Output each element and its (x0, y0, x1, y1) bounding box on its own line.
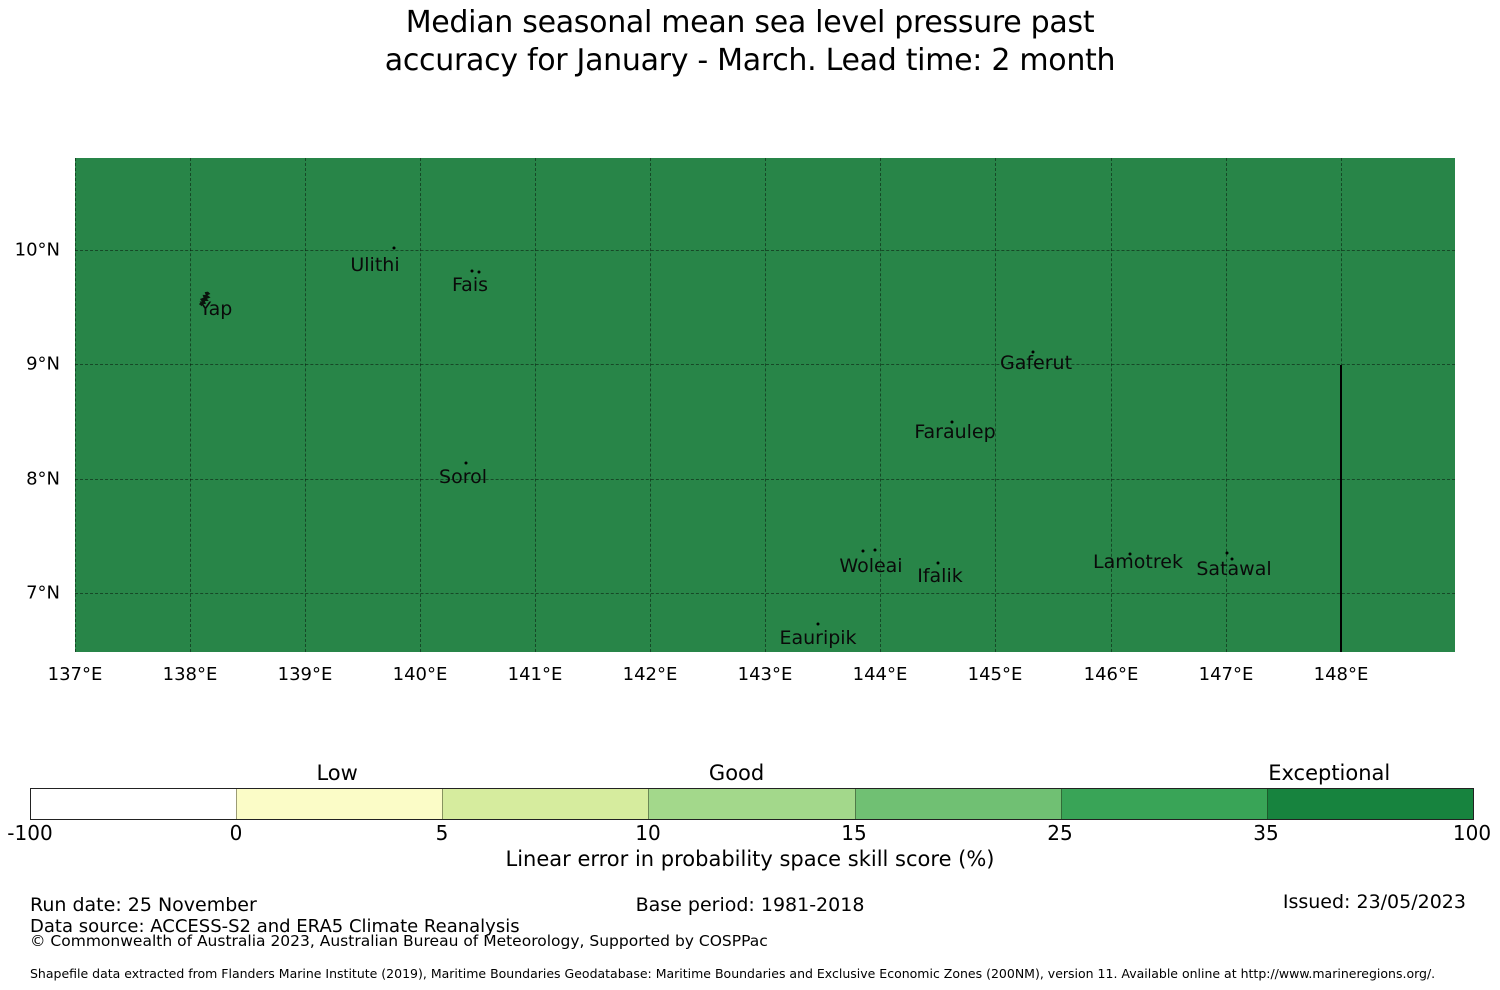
map-plot: Yap Ulithi Fais Sorol Gaferut Faraulep Woleai I… (75, 158, 1455, 652)
copyright-text: © Commonwealth of Australia 2023, Austra… (30, 932, 768, 950)
island-marker-dot (464, 461, 468, 465)
colorbar-segment (442, 789, 649, 819)
chart-title-line1: Median seasonal mean sea level pressure … (405, 5, 1095, 40)
island-marker-dot (1031, 350, 1035, 354)
island-marker-dot (936, 561, 940, 565)
x-axis-tick-label: 138°E (162, 664, 218, 685)
island-marker-dot (477, 270, 481, 274)
gridline-vertical (1226, 158, 1227, 652)
base-period-text: Base period: 1981-2018 (635, 894, 865, 916)
data-source-text: Data source: ACCESS-S2 and ERA5 Climate … (30, 916, 520, 937)
chart-title-line2: accuracy for January - March. Lead time:… (384, 43, 1116, 78)
gridline-vertical (190, 158, 191, 652)
colorbar-tick-label: 25 (1047, 821, 1073, 845)
colorbar-tick-label: 35 (1253, 821, 1279, 845)
y-axis-tick-label: 8°N (26, 468, 60, 490)
colorbar-tick-label: 100 (1452, 821, 1492, 845)
gridline-vertical (535, 158, 536, 652)
run-date-text: Run date: 25 November (30, 894, 257, 916)
island-marker-dot (950, 420, 954, 424)
island-marker-dot (392, 246, 396, 250)
gridline-horizontal (75, 479, 1455, 480)
island-marker-dot (861, 549, 865, 553)
island-label-lamotrek: Lamotrek (1093, 551, 1183, 573)
island-label-woleai: Woleai (839, 555, 903, 577)
x-axis-tick-label: 139°E (277, 664, 333, 685)
x-axis-tick-label: 146°E (1083, 664, 1139, 685)
island-label-yap: Yap (199, 298, 233, 320)
gridline-vertical (420, 158, 421, 652)
x-axis-tick-label: 147°E (1198, 664, 1254, 685)
colorbar-category-label: Good (708, 761, 765, 785)
colorbar-segment (236, 789, 443, 819)
island-marker-dot (816, 622, 820, 626)
shapefile-attribution-text: Shapefile data extracted from Flanders M… (30, 966, 1436, 981)
gridline-horizontal (75, 250, 1455, 251)
x-axis-tick-label: 142°E (622, 664, 678, 685)
colorbar-segment (854, 789, 1061, 819)
island-label-eauripik: Eauripik (779, 627, 857, 649)
colorbar-tick-label: 10 (635, 821, 661, 845)
x-axis-tick-label: 144°E (852, 664, 908, 685)
colorbar-tick-label: 15 (841, 821, 867, 845)
gridline-horizontal (75, 364, 1455, 365)
gridline-horizontal (75, 593, 1455, 594)
island-label-faraulep: Faraulep (914, 421, 996, 443)
x-axis-tick-label: 141°E (507, 664, 563, 685)
chart-title: Median seasonal mean sea level pressure … (0, 4, 1500, 80)
x-axis-tick-label: 143°E (737, 664, 793, 685)
colorbar-tick-label: -100 (7, 821, 53, 845)
gridline-vertical (765, 158, 766, 652)
island-marker-dot (1230, 557, 1234, 561)
x-axis-tick-label: 148°E (1313, 664, 1369, 685)
island-label-satawal: Satawal (1196, 558, 1272, 580)
island-label-sorol: Sorol (439, 466, 487, 488)
y-axis-tick-label: 7°N (26, 582, 60, 604)
colorbar-category-label: Exceptional (1268, 761, 1391, 785)
y-axis-tick-label: 9°N (26, 353, 60, 375)
island-label-ulithi: Ulithi (350, 254, 400, 276)
colorbar (30, 788, 1474, 820)
colorbar-segment (1266, 789, 1473, 819)
island-marker-dot (873, 548, 877, 552)
gridline-vertical (650, 158, 651, 652)
x-axis-tick-label: 140°E (392, 664, 448, 685)
island-marker-dot (470, 269, 474, 273)
y-axis-tick-label: 10°N (14, 239, 60, 261)
island-label-gaferut: Gaferut (999, 352, 1073, 374)
gridline-vertical (995, 158, 996, 652)
colorbar-axis-label: Linear error in probability space skill … (505, 847, 995, 871)
colorbar-category-label: Low (316, 761, 358, 785)
island-label-ifalik: Ifalik (917, 565, 963, 587)
gridline-vertical (305, 158, 306, 652)
gridline-vertical (1111, 158, 1112, 652)
colorbar-segment (648, 789, 855, 819)
x-axis-tick-label: 137°E (47, 664, 103, 685)
colorbar-segment (31, 789, 237, 819)
island-marker-dot (1128, 552, 1132, 556)
x-axis-tick-label: 145°E (967, 664, 1023, 685)
colorbar-segment (1060, 789, 1267, 819)
gridline-vertical (75, 158, 76, 652)
gridline-vertical (880, 158, 881, 652)
colorbar-tick-label: 0 (229, 821, 243, 845)
colorbar-tick-label: 5 (435, 821, 449, 845)
issued-date-text: Issued: 23/05/2023 (1282, 891, 1466, 913)
island-label-fais: Fais (451, 274, 489, 296)
island-marker-dot (1225, 551, 1229, 555)
eez-boundary-line (1340, 365, 1342, 652)
